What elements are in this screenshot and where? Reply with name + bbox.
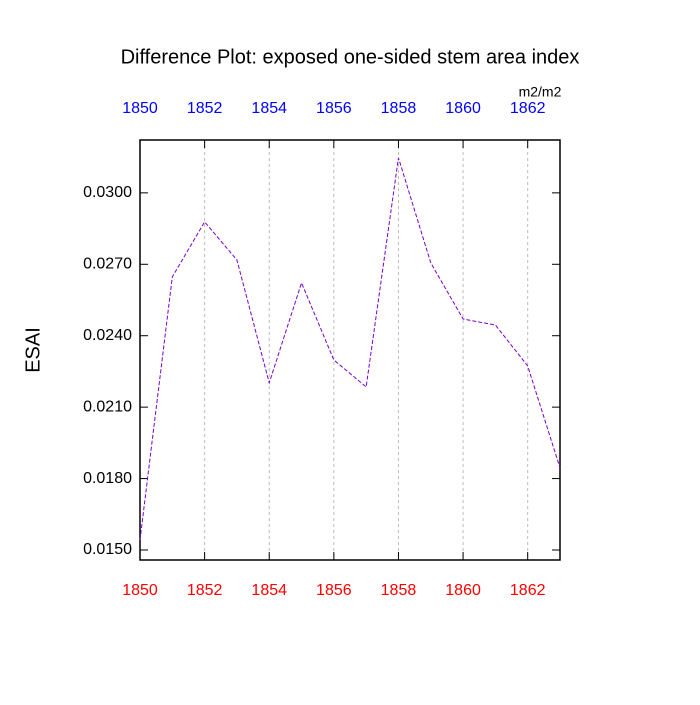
y-tick-label: 0.0240 xyxy=(83,327,132,344)
top-axis-label: m2/m2 xyxy=(519,84,562,100)
x-tick-label-top: 1850 xyxy=(122,100,158,117)
chart-title: Difference Plot: exposed one-sided stem … xyxy=(121,46,580,68)
x-tick-label: 1858 xyxy=(381,582,417,599)
y-axis-label: ESAI xyxy=(22,327,44,373)
x-tick-label: 1862 xyxy=(510,582,546,599)
y-tick-label: 0.0180 xyxy=(83,470,132,487)
data-line xyxy=(139,157,561,541)
x-tick-label-top: 1858 xyxy=(381,100,417,117)
x-tick-label-top: 1860 xyxy=(445,100,481,117)
x-tick-label-top: 1862 xyxy=(510,100,546,117)
x-tick-label-top: 1852 xyxy=(187,100,223,117)
x-tick-label: 1850 xyxy=(122,582,158,599)
x-tick-label: 1860 xyxy=(445,582,481,599)
y-tick-label: 0.0150 xyxy=(83,541,132,558)
y-tick-label: 0.0300 xyxy=(83,184,132,201)
plot-frame xyxy=(139,139,561,561)
y-tick-label: 0.0270 xyxy=(83,256,132,273)
x-tick-label: 1856 xyxy=(316,582,352,599)
y-tick-label: 0.0210 xyxy=(83,398,132,415)
x-tick-label-top: 1854 xyxy=(251,100,287,117)
x-tick-label: 1852 xyxy=(187,582,223,599)
x-tick-label-top: 1856 xyxy=(316,100,352,117)
x-tick-label: 1854 xyxy=(251,582,287,599)
